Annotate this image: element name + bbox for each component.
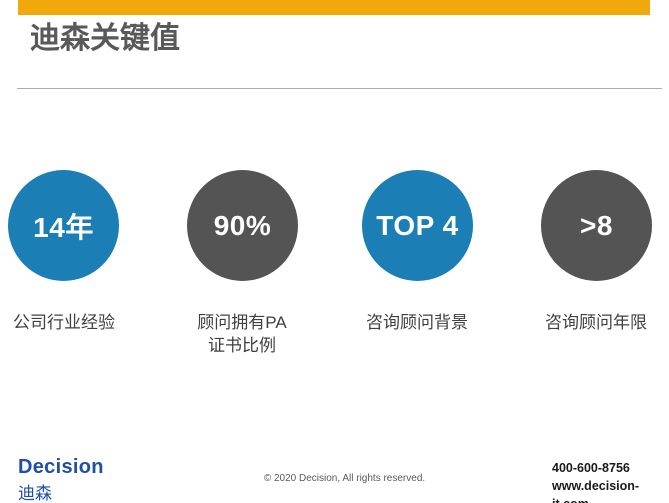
stat-circle-pa-certificate: 90% (187, 170, 298, 281)
footer-phone: 400-600-8756 (552, 461, 630, 475)
footer-logo-decision: Decision (18, 456, 104, 478)
stat-circle-company-experience: 14年 (8, 170, 119, 281)
footer-logo-chinese: 迪森 (18, 484, 52, 503)
stat-circle-consultant-background: TOP 4 (362, 170, 473, 281)
footer-website: www.decision-it.com (552, 479, 640, 503)
title-divider (17, 88, 662, 89)
page-title: 迪森关键值 (30, 22, 180, 55)
footer-contact-block: 400-600-8756 www.decision-it.com (552, 459, 669, 503)
top-accent-bar (18, 0, 650, 15)
footer-copyright: © 2020 Decision, All rights reserved. (263, 473, 426, 484)
stat-circle-consultant-years: >8 (541, 170, 652, 281)
stat-label-company-experience: 公司行业经验 (13, 313, 115, 332)
stat-label-consultant-background: 咨询顾问背景 (366, 313, 468, 332)
stat-label-pa-certificate: 顾问拥有PA 证书比例 (197, 313, 287, 355)
stat-label-consultant-years: 咨询顾问年限 (545, 313, 647, 332)
